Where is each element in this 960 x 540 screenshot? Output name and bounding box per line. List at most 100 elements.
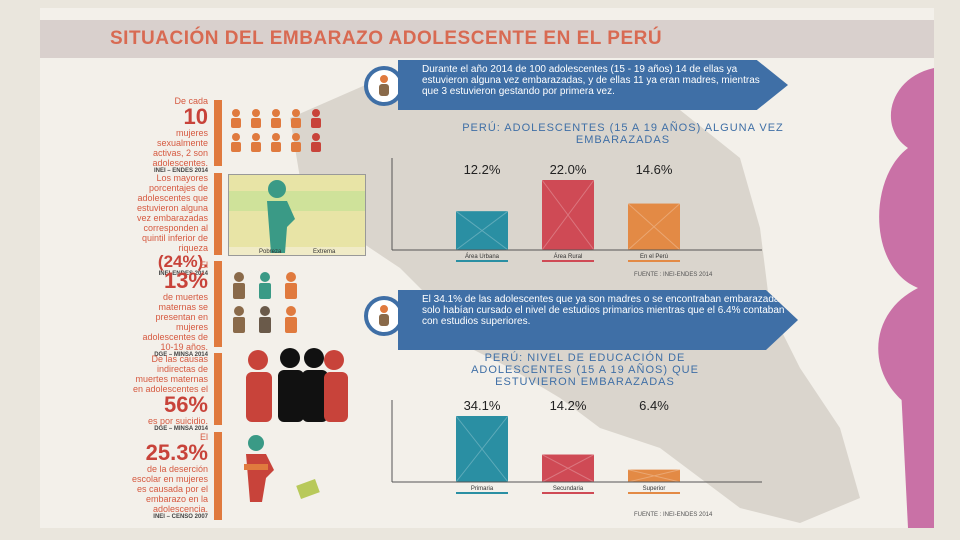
stat-text: adolescentes de [142,332,208,342]
chart2-bar [628,469,680,482]
pregnant-silhouette-shape [878,68,934,528]
stat-text: adolescentes que [137,193,208,203]
pregnant-woman-icon [267,180,295,253]
chart2-bar [542,454,594,482]
section-bar [214,261,222,347]
stat-text: porcentajes de [148,183,208,193]
stat-source: INEI – CENSO 2007 [153,514,208,520]
chart1-category-label: Área Rural [554,253,583,260]
chart2-category-label: Secundaria [553,486,584,492]
stat-text: quintil inferior de [141,233,208,243]
stat-text: muertes maternas [135,374,208,384]
stat-text: estuvieron alguna [136,203,208,213]
mother-icon [379,305,389,326]
stat-text: indirectas de [156,364,208,374]
callout-1: Durante el año 2014 de 100 adolescentes … [398,60,788,110]
chart2-bar-decoration [455,415,509,483]
title-band [40,20,934,58]
callout-2: El 34.1% de las adolescentes que ya son … [398,290,798,350]
stat-source: INEI-ENDES 2014 [158,271,208,277]
chart1-category-label: En el Perú [640,254,668,260]
chart2-bar-decoration [541,454,595,483]
stat-text: riqueza [178,243,208,253]
stat-pre: El [199,260,208,270]
stat-text: en adolescentes el [132,384,208,394]
stat-number: 25.3% [145,440,208,465]
chart2-value-label: 14.2% [550,400,587,413]
stat-pre: De cada [174,96,208,106]
stat-text: adolescentes. [152,158,208,168]
stat-text: embarazo en la [145,494,208,504]
stat-text: adolescencia. [152,504,208,514]
chart2-category-underline [542,492,594,494]
chart1-bar-decoration [627,203,681,251]
mother-icon [379,75,389,96]
section-bar [214,432,222,520]
chart1-bar [542,180,594,250]
chart1-bar-decoration [541,179,595,251]
stat-block-4: De las causas indirectas de muertes mate… [130,354,208,433]
chart2-title: PERÚ: NIVEL DE EDUCACIÓN DE ADOLESCENTES… [471,352,699,388]
stat-pre: El [199,432,208,442]
legend-poverty: Pobreza [259,249,282,255]
chart1-bar-decoration [455,210,509,251]
wealth-chart: Pobreza Extrema [228,174,366,256]
stat-block-5: El 25.3% de la deserción escolar en muje… [130,432,208,521]
section-bar [214,173,222,255]
stat-text: sexualmente [156,138,208,148]
chart2-bar [456,416,508,482]
chart2-value-label: 34.1% [464,400,501,413]
section-bar [214,353,222,425]
stat-text: es por suicidio. [147,416,208,426]
stat-text: de la deserción [146,464,208,474]
stat-text: mujeres [175,128,208,138]
stat-text: 10-19 años. [160,342,208,352]
chart2-source: FUENTE : INEI-ENDES 2014 [634,512,713,518]
chart1-title: PERÚ: ADOLESCENTES (15 A 19 AÑOS) ALGUNA… [462,122,784,146]
stat-text: De las causas [151,354,208,364]
chart1-category-label: Área Urbana [465,253,500,260]
stat-text: vez embarazadas [136,213,208,223]
pregnant-student-icon [244,435,320,502]
stat-text: activas, 2 son [152,148,208,158]
stat-text: maternas se [158,302,208,312]
stat-text: mujeres [175,322,208,332]
stat-block-3: El 13% de muertes maternas se presentan … [130,260,208,359]
suicide-silhouettes [246,348,348,422]
chart1-category-underline [456,260,508,262]
stat-text: Los mayores [156,173,208,183]
chart1-category-underline [628,260,680,262]
chart1-value-label: 14.6% [636,162,673,177]
section-bar [214,100,222,166]
stat-number: 13% [163,268,208,293]
women-icons-grid [231,109,321,152]
chart2-category-label: Superior [643,486,666,492]
mother-icons-grid [233,272,297,333]
stat-number: (24%). [157,252,208,271]
stat-text: es causada por el [136,484,208,494]
chart1-source: FUENTE : INEI-ENDES 2014 [634,272,713,278]
page-title: SITUACIÓN DEL EMBARAZO ADOLESCENTE EN EL… [110,28,663,49]
stat-text: de muertes [162,292,208,302]
stat-number: 10 [183,104,208,129]
stat-block-1: De cada 10 mujeres sexualmente activas, … [130,96,208,175]
chart1-value-label: 12.2% [464,162,501,177]
chart1-value-label: 22.0% [550,162,587,177]
stat-text: presentan en [155,312,208,322]
stat-block-2: Los mayores porcentajes de adolescentes … [130,173,208,278]
chart1: 12.2% Área Urbana 22.0% Área Rural 14.6% En e… [391,158,762,262]
stat-source: DGE – MINSA 2014 [154,426,208,432]
chart1-category-underline [542,260,594,262]
stat-text: corresponden al [143,223,208,233]
chart2-category-underline [628,492,680,494]
chart1-bar [628,203,680,250]
chart2-category-label: Primaria [471,486,494,492]
stat-source: INEI – ENDES 2014 [153,168,208,174]
legend-extreme: Extrema [313,249,336,255]
chart2: 34.1% Primaria 14.2% Secundaria 6.4% Superior [391,400,762,494]
chart2-value-label: 6.4% [639,400,669,413]
stat-number: 56% [163,392,208,417]
chart2-category-underline [456,492,508,494]
infographic: SITUACIÓN DEL EMBARAZO ADOLESCENTE EN EL… [40,8,934,528]
chart2-bar-decoration [627,469,681,483]
